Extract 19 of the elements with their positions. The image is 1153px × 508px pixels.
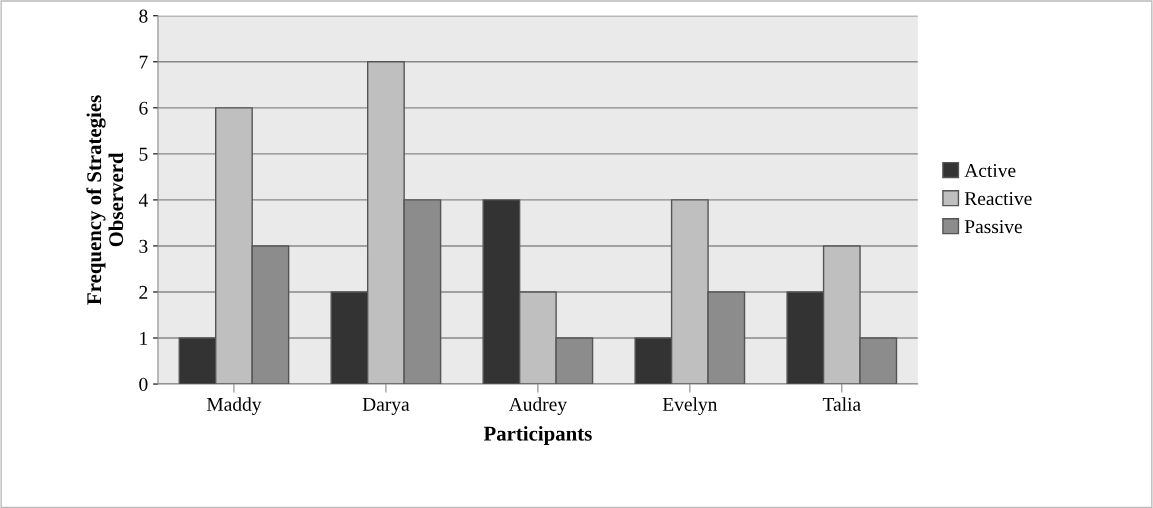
y-axis-title: Frequency of Strategies Observerd [86,95,124,305]
y-tick-label: 2 [139,285,148,299]
x-axis-title: Participants [483,426,592,445]
y-tick-label: 8 [139,9,148,23]
x-tick-label: Darya [362,397,410,415]
x-tick-label: Audrey [508,397,567,415]
y-tick-label: 0 [139,377,148,391]
y-tick-label: 7 [139,55,148,69]
x-tick-label: Talia [822,397,861,411]
y-tick-label: 4 [138,193,148,207]
legend-label: Passive [964,220,1022,234]
y-tick-label: 5 [139,147,148,161]
y-tick-label: 1 [140,331,148,345]
legend-label: Active [964,163,1016,178]
y-tick-label: 3 [139,239,148,253]
y-tick-label: 6 [139,101,148,115]
x-tick-label: Evelyn [662,397,718,415]
legend-label: Reactive [964,192,1032,206]
x-tick-label: Maddy [206,397,262,415]
